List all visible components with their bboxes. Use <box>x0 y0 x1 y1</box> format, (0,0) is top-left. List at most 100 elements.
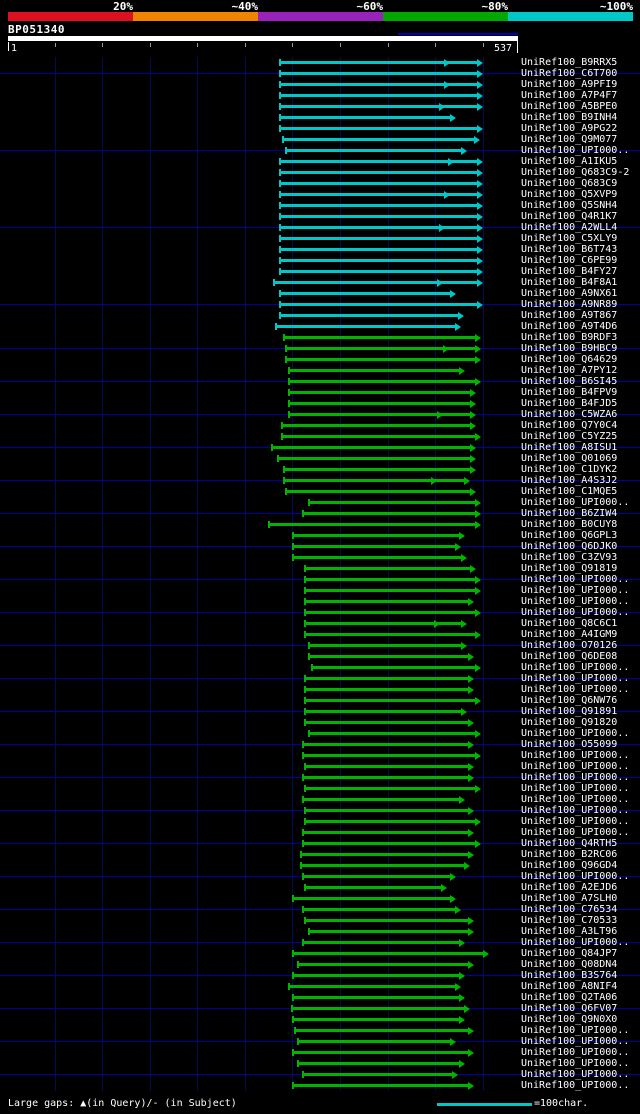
hit-label[interactable]: UniRef100_Q6FV07 <box>521 1003 618 1014</box>
hit-label[interactable]: UniRef100_Q683C9-2 <box>521 167 630 178</box>
alignment-bar[interactable] <box>295 1029 471 1032</box>
hit-label[interactable]: UniRef100_A2WLL4 <box>521 222 618 233</box>
hit-label[interactable]: UniRef100_Q6NW76 <box>521 695 618 706</box>
alignment-bar[interactable] <box>293 534 461 537</box>
hit-label[interactable]: UniRef100_A7P4F7 <box>521 90 618 101</box>
alignment-bar[interactable] <box>274 281 479 284</box>
alignment-bar[interactable] <box>304 765 471 768</box>
hit-label[interactable]: UniRef100_C5YZ25 <box>521 431 618 442</box>
alignment-bar[interactable] <box>280 105 479 108</box>
hit-label[interactable]: UniRef100_Q64629 <box>521 354 618 365</box>
alignment-bar[interactable] <box>288 391 473 394</box>
hit-label[interactable]: UniRef100_Q91820 <box>521 717 618 728</box>
alignment-bar[interactable] <box>298 1062 461 1065</box>
hit-label[interactable]: UniRef100_B6ZIW4 <box>521 508 618 519</box>
alignment-bar[interactable] <box>293 1051 471 1054</box>
alignment-bar[interactable] <box>304 578 477 581</box>
alignment-bar[interactable] <box>280 160 479 163</box>
hit-label[interactable]: UniRef100_UPI000.. <box>521 794 630 805</box>
hit-label[interactable]: UniRef100_UPI000.. <box>521 1080 630 1091</box>
hit-label[interactable]: UniRef100_UPI000.. <box>521 1047 630 1058</box>
alignment-bar[interactable] <box>304 809 471 812</box>
hit-label[interactable]: UniRef100_UPI000.. <box>521 585 630 596</box>
hit-label[interactable]: UniRef100_C5XLY9 <box>521 233 618 244</box>
hit-label[interactable]: UniRef100_O55099 <box>521 739 618 750</box>
alignment-bar[interactable] <box>304 721 471 724</box>
hit-label[interactable]: UniRef100_B6SI45 <box>521 376 618 387</box>
hit-label[interactable]: UniRef100_A9T867 <box>521 310 618 321</box>
hit-label[interactable]: UniRef100_Q6GPL3 <box>521 530 618 541</box>
alignment-bar[interactable] <box>302 743 471 746</box>
hit-label[interactable]: UniRef100_UPI000.. <box>521 937 630 948</box>
hit-label[interactable]: UniRef100_B4F8A1 <box>521 277 618 288</box>
hit-label[interactable]: UniRef100_A5BPE0 <box>521 101 618 112</box>
hit-label[interactable]: UniRef100_Q9N0X0 <box>521 1014 618 1025</box>
alignment-bar[interactable] <box>280 226 479 229</box>
hit-label[interactable]: UniRef100_UPI000.. <box>521 761 630 772</box>
hit-label[interactable]: UniRef100_UPI000.. <box>521 816 630 827</box>
alignment-bar[interactable] <box>302 798 461 801</box>
alignment-bar[interactable] <box>301 853 471 856</box>
alignment-bar[interactable] <box>302 842 477 845</box>
alignment-bar[interactable] <box>285 490 473 493</box>
alignment-bar[interactable] <box>304 919 471 922</box>
alignment-bar[interactable] <box>304 677 471 680</box>
alignment-bar[interactable] <box>280 204 479 207</box>
alignment-bar[interactable] <box>293 952 485 955</box>
alignment-bar[interactable] <box>282 424 473 427</box>
alignment-bar[interactable] <box>304 611 477 614</box>
hit-label[interactable]: UniRef100_C1MQE5 <box>521 486 618 497</box>
alignment-bar[interactable] <box>268 523 477 526</box>
hit-label[interactable]: UniRef100_C3ZV93 <box>521 552 618 563</box>
alignment-bar[interactable] <box>283 479 467 482</box>
alignment-bar[interactable] <box>285 149 463 152</box>
alignment-bar[interactable] <box>280 61 479 64</box>
hit-label[interactable]: UniRef100_UPI000.. <box>521 596 630 607</box>
alignment-bar[interactable] <box>302 776 471 779</box>
alignment-bar[interactable] <box>308 732 477 735</box>
alignment-bar[interactable] <box>280 193 479 196</box>
hit-label[interactable]: UniRef100_O70126 <box>521 640 618 651</box>
alignment-bar[interactable] <box>302 875 453 878</box>
alignment-bar[interactable] <box>288 369 461 372</box>
hit-label[interactable]: UniRef100_A9NX61 <box>521 288 618 299</box>
hit-label[interactable]: UniRef100_A8ISU1 <box>521 442 618 453</box>
hit-label[interactable]: UniRef100_C6T700 <box>521 68 618 79</box>
alignment-bar[interactable] <box>293 556 463 559</box>
hit-label[interactable]: UniRef100_UPI000.. <box>521 662 630 673</box>
alignment-bar[interactable] <box>302 754 477 757</box>
hit-label[interactable]: UniRef100_Q4R1K7 <box>521 211 618 222</box>
alignment-bar[interactable] <box>312 666 477 669</box>
hit-label[interactable]: UniRef100_A7PY12 <box>521 365 618 376</box>
hit-label[interactable]: UniRef100_UPI000.. <box>521 1069 630 1080</box>
hit-label[interactable]: UniRef100_C76534 <box>521 904 618 915</box>
alignment-bar[interactable] <box>291 1007 467 1010</box>
hit-label[interactable]: UniRef100_UPI000.. <box>521 871 630 882</box>
hit-label[interactable]: UniRef100_A2EJD6 <box>521 882 618 893</box>
alignment-bar[interactable] <box>293 996 461 999</box>
hit-label[interactable]: UniRef100_UPI000.. <box>521 1025 630 1036</box>
hit-label[interactable]: UniRef100_UPI000.. <box>521 684 630 695</box>
alignment-bar[interactable] <box>302 831 471 834</box>
hit-label[interactable]: UniRef100_Q4RTH5 <box>521 838 618 849</box>
hit-label[interactable]: UniRef100_Q84JP7 <box>521 948 618 959</box>
hit-label[interactable]: UniRef100_C1DYK2 <box>521 464 618 475</box>
alignment-bar[interactable] <box>283 336 477 339</box>
alignment-bar[interactable] <box>293 1084 471 1087</box>
alignment-bar[interactable] <box>280 259 479 262</box>
hit-label[interactable]: UniRef100_A9NR89 <box>521 299 618 310</box>
alignment-bar[interactable] <box>308 501 477 504</box>
alignment-bar[interactable] <box>280 292 453 295</box>
alignment-bar[interactable] <box>302 941 461 944</box>
hit-label[interactable]: UniRef100_Q96GD4 <box>521 860 618 871</box>
hit-label[interactable]: UniRef100_Q01069 <box>521 453 618 464</box>
hit-label[interactable]: UniRef100_UPI000.. <box>521 607 630 618</box>
hit-label[interactable]: UniRef100_UPI000.. <box>521 1036 630 1047</box>
hit-label[interactable]: UniRef100_A9T4D6 <box>521 321 618 332</box>
hit-label[interactable]: UniRef100_Q7Y0C4 <box>521 420 618 431</box>
alignment-bar[interactable] <box>285 347 477 350</box>
alignment-bar[interactable] <box>278 457 473 460</box>
alignment-bar[interactable] <box>302 1073 455 1076</box>
hit-label[interactable]: UniRef100_B4FPV9 <box>521 387 618 398</box>
hit-label[interactable]: UniRef100_B9RRX5 <box>521 57 618 68</box>
